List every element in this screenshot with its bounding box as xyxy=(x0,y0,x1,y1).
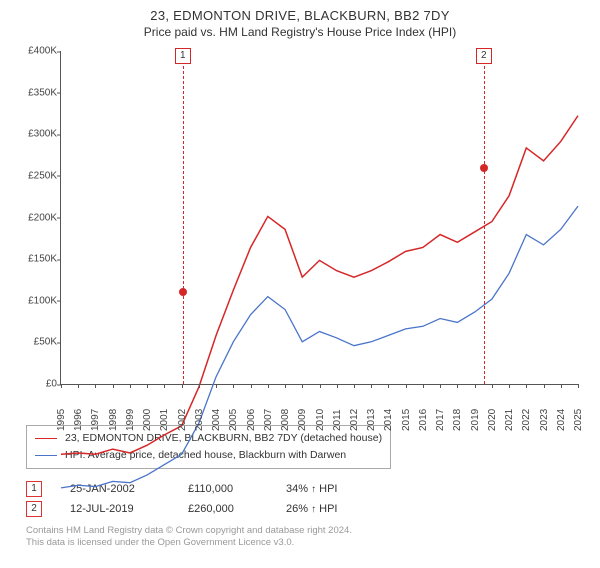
reference-line xyxy=(484,51,485,384)
x-tick-label: 2017 xyxy=(435,409,446,431)
title-sub: Price paid vs. HM Land Registry's House … xyxy=(14,25,586,39)
x-tick-label: 1999 xyxy=(125,409,136,431)
series-hpi xyxy=(61,206,578,488)
x-tick-label: 2015 xyxy=(401,409,412,431)
x-tick-label: 1995 xyxy=(56,409,67,431)
y-tick-label: £200K xyxy=(15,212,57,223)
x-tick-label: 1996 xyxy=(73,409,84,431)
x-tick-label: 2021 xyxy=(504,409,515,431)
y-tick-label: £150K xyxy=(15,254,57,265)
reference-marker: 2 xyxy=(476,48,492,64)
reference-line xyxy=(183,51,184,384)
x-tick-label: 2019 xyxy=(470,409,481,431)
x-tick-label: 2014 xyxy=(383,409,394,431)
x-tick-label: 2007 xyxy=(263,409,274,431)
reference-marker: 1 xyxy=(175,48,191,64)
x-tick-label: 2016 xyxy=(418,409,429,431)
y-tick-label: £400K xyxy=(15,46,57,57)
y-tick-label: £50K xyxy=(15,337,57,348)
y-tick-label: £350K xyxy=(15,87,57,98)
x-tick-label: 2006 xyxy=(246,409,257,431)
sales-idx-2: 2 xyxy=(26,501,42,517)
x-tick-label: 2010 xyxy=(315,409,326,431)
x-tick-label: 2001 xyxy=(159,409,170,431)
x-tick-label: 2025 xyxy=(573,409,584,431)
x-tick-label: 2022 xyxy=(521,409,532,431)
x-tick-label: 2000 xyxy=(142,409,153,431)
y-tick-label: £100K xyxy=(15,295,57,306)
x-tick-label: 2020 xyxy=(487,409,498,431)
legend-swatch-hpi xyxy=(35,455,57,456)
series-svg xyxy=(61,51,578,568)
sales-idx-1: 1 xyxy=(26,481,42,497)
x-tick-label: 2003 xyxy=(194,409,205,431)
y-tick-label: £250K xyxy=(15,170,57,181)
x-tick-label: 2004 xyxy=(211,409,222,431)
sale-point xyxy=(480,164,488,172)
plot: £0£50K£100K£150K£200K£250K£300K£350K£400… xyxy=(60,51,578,385)
y-tick-label: £300K xyxy=(15,129,57,140)
x-tick-label: 2013 xyxy=(366,409,377,431)
sale-point xyxy=(179,288,187,296)
series-property xyxy=(61,116,578,455)
x-tick-label: 2008 xyxy=(280,409,291,431)
x-tick-label: 2023 xyxy=(539,409,550,431)
title-main: 23, EDMONTON DRIVE, BLACKBURN, BB2 7DY xyxy=(14,8,586,23)
x-tick-label: 2002 xyxy=(177,409,188,431)
x-tick-label: 2012 xyxy=(349,409,360,431)
legend-swatch-property xyxy=(35,438,57,439)
x-tick-label: 2011 xyxy=(332,409,343,431)
x-tick-label: 2024 xyxy=(556,409,567,431)
x-tick-label: 1997 xyxy=(90,409,101,431)
x-tick-label: 2009 xyxy=(297,409,308,431)
y-tick-label: £0 xyxy=(15,379,57,390)
chart-container: 23, EDMONTON DRIVE, BLACKBURN, BB2 7DY P… xyxy=(0,0,600,560)
x-tick-label: 1998 xyxy=(108,409,119,431)
x-tick-label: 2005 xyxy=(228,409,239,431)
chart-area: £0 £50K £100K £150K £200K £250K £300K £350K £400… xyxy=(14,47,586,417)
x-tick-label: 2018 xyxy=(452,409,463,431)
